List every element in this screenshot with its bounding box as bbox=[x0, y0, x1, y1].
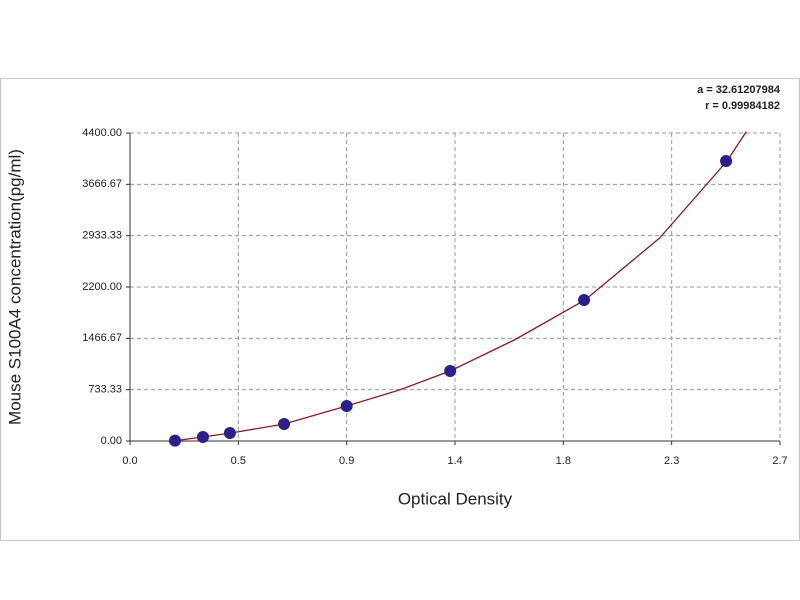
annotation: r = 0.99984182 bbox=[705, 100, 780, 112]
y-tick-label: 3666.67 bbox=[82, 178, 122, 190]
data-point bbox=[169, 434, 182, 447]
y-tick-label: 2933.33 bbox=[82, 230, 122, 242]
x-tick-label: 2.3 bbox=[664, 455, 679, 467]
x-tick-label: 0.9 bbox=[339, 455, 354, 467]
y-tick-label: 733.33 bbox=[88, 384, 122, 396]
annotation: a = 32.61207984 bbox=[697, 84, 781, 96]
x-tick-label: 1.8 bbox=[556, 455, 571, 467]
data-point bbox=[223, 427, 236, 440]
data-point bbox=[444, 365, 457, 377]
y-tick-label: 4400.00 bbox=[82, 127, 122, 139]
y-tick-label: 0.00 bbox=[101, 435, 122, 447]
x-tick-label: 2.7 bbox=[772, 455, 787, 467]
x-tick-label: 0.0 bbox=[122, 455, 137, 467]
data-point bbox=[278, 417, 291, 430]
data-point bbox=[578, 293, 591, 306]
data-point bbox=[720, 155, 733, 167]
y-tick-label: 1466.67 bbox=[82, 332, 122, 344]
frame bbox=[0, 78, 800, 541]
data-point bbox=[196, 431, 209, 444]
y-tick-label: 2200.00 bbox=[82, 281, 122, 293]
x-tick-label: 1.4 bbox=[447, 455, 462, 467]
y-axis-label: Mouse S100A4 concentration(pg/ml) bbox=[5, 149, 24, 425]
x-axis-label: Optical Density bbox=[398, 489, 513, 508]
data-point bbox=[340, 400, 353, 412]
fit-curve bbox=[173, 131, 747, 442]
x-tick-label: 0.5 bbox=[231, 455, 246, 467]
